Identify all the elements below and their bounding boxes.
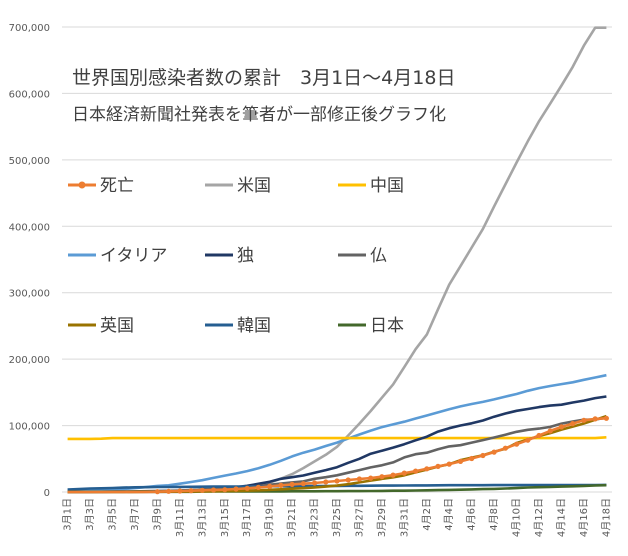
series-point-0 bbox=[525, 437, 531, 443]
y-tick-label: 300,000 bbox=[9, 289, 50, 300]
series-point-0 bbox=[188, 488, 194, 494]
series-point-0 bbox=[570, 421, 576, 427]
series-point-0 bbox=[514, 441, 520, 447]
legend-label: 韓国 bbox=[237, 316, 271, 336]
x-tick-label: 3月3日 bbox=[84, 498, 96, 531]
x-tick-label: 3月17日 bbox=[241, 498, 253, 537]
series-point-0 bbox=[446, 461, 452, 467]
legend-label: 独 bbox=[237, 246, 254, 266]
x-tick-label: 4月8日 bbox=[488, 498, 500, 531]
x-axis-tick-labels: 3月1日 3月3日 3月5日 3月7日 3月9日 3月11日 3月13日 3月15日 3月17日… bbox=[62, 498, 613, 537]
series-point-0 bbox=[469, 455, 475, 462]
x-tick-label: 4月6日 bbox=[466, 498, 478, 531]
series-point-0 bbox=[334, 478, 340, 484]
series-point-0 bbox=[356, 476, 362, 482]
x-tick-label: 3月5日 bbox=[107, 498, 119, 531]
series-point-0 bbox=[536, 432, 542, 439]
legend-label: 仏 bbox=[370, 246, 387, 266]
series-point-0 bbox=[581, 417, 587, 423]
x-tick-label: 4月14日 bbox=[555, 498, 567, 537]
y-tick-label: 0 bbox=[44, 488, 50, 499]
x-tick-label: 3月29日 bbox=[376, 498, 388, 537]
legend-marker bbox=[78, 181, 86, 189]
series-point-0 bbox=[154, 489, 160, 495]
chart-subtitle: 日本経済新聞社発表を筆者が一部修正後グラフ化 bbox=[72, 105, 446, 125]
x-tick-label: 3月21日 bbox=[286, 498, 298, 537]
x-tick-label: 3月13日 bbox=[196, 498, 208, 537]
y-tick-label: 600,000 bbox=[9, 89, 50, 100]
legend-label: 米国 bbox=[237, 176, 271, 196]
series-point-0 bbox=[312, 480, 318, 486]
x-tick-label: 3月23日 bbox=[309, 498, 321, 537]
x-tick-label: 3月15日 bbox=[219, 498, 231, 537]
x-tick-label: 4月12日 bbox=[533, 498, 545, 537]
x-tick-label: 3月25日 bbox=[331, 498, 343, 537]
series-point-0 bbox=[278, 482, 284, 488]
series-point-0 bbox=[558, 424, 565, 430]
series-point-0 bbox=[379, 474, 385, 480]
y-axis-tick-labels: 0 100,000 200,000 300,000 400,000 500,000 600,… bbox=[9, 23, 50, 499]
series-point-0 bbox=[435, 463, 441, 469]
y-tick-label: 700,000 bbox=[9, 23, 50, 34]
y-tick-label: 100,000 bbox=[9, 422, 50, 433]
series-point-0 bbox=[603, 415, 610, 421]
series-point-0 bbox=[210, 487, 217, 493]
series-lines bbox=[67, 26, 610, 495]
series-point-0 bbox=[390, 472, 396, 478]
series-point-0 bbox=[368, 475, 374, 481]
series-point-0 bbox=[166, 488, 172, 494]
x-tick-label: 3月31日 bbox=[398, 498, 410, 537]
x-tick-label: 4月16日 bbox=[578, 498, 590, 537]
series-point-0 bbox=[491, 449, 497, 455]
series-point-0 bbox=[255, 484, 261, 490]
x-tick-label: 4月10日 bbox=[511, 498, 523, 537]
series-point-0 bbox=[424, 466, 430, 472]
series-point-0 bbox=[457, 458, 464, 464]
series-point-0 bbox=[592, 416, 598, 422]
series-point-0 bbox=[289, 481, 295, 487]
series-line-3 bbox=[67, 373, 607, 493]
y-tick-label: 200,000 bbox=[9, 355, 50, 366]
legend-label: 中国 bbox=[370, 176, 404, 196]
x-tick-label: 3月9日 bbox=[151, 498, 163, 531]
x-tick-label: 3月11日 bbox=[174, 498, 186, 537]
series-point-0 bbox=[267, 483, 273, 489]
series-point-0 bbox=[177, 488, 183, 494]
series-point-0 bbox=[300, 481, 306, 487]
series-point-0 bbox=[480, 452, 486, 459]
series-line-2 bbox=[67, 436, 607, 441]
legend-label: イタリア bbox=[100, 246, 167, 266]
x-tick-label: 3月7日 bbox=[129, 498, 141, 531]
legend-label: 英国 bbox=[100, 316, 134, 336]
series-line-4 bbox=[67, 395, 607, 494]
legend-label: 日本 bbox=[370, 316, 404, 336]
x-tick-label: 3月1日 bbox=[62, 498, 74, 531]
series-point-0 bbox=[199, 487, 205, 493]
chart-title: 世界国別感染者数の累計 3月1日～4月18日 bbox=[72, 67, 455, 89]
series-point-0 bbox=[244, 485, 250, 491]
series-point-0 bbox=[413, 468, 419, 474]
x-tick-label: 4月18日 bbox=[600, 498, 612, 537]
series-point-0 bbox=[502, 445, 508, 451]
x-tick-label: 3月19日 bbox=[264, 498, 276, 537]
y-tick-label: 500,000 bbox=[9, 156, 50, 167]
x-tick-label: 4月2日 bbox=[421, 498, 433, 531]
series-point-0 bbox=[233, 486, 239, 492]
legend-label: 死亡 bbox=[100, 176, 134, 196]
x-tick-label: 4月4日 bbox=[443, 498, 455, 531]
series-point-0 bbox=[323, 479, 329, 485]
gridlines bbox=[62, 26, 612, 493]
series-point-0 bbox=[401, 470, 407, 476]
series-point-0 bbox=[222, 487, 228, 493]
y-tick-label: 400,000 bbox=[9, 222, 50, 233]
series-point-0 bbox=[547, 428, 553, 434]
x-tick-label: 3月27日 bbox=[353, 498, 365, 537]
series-point-0 bbox=[345, 477, 351, 483]
